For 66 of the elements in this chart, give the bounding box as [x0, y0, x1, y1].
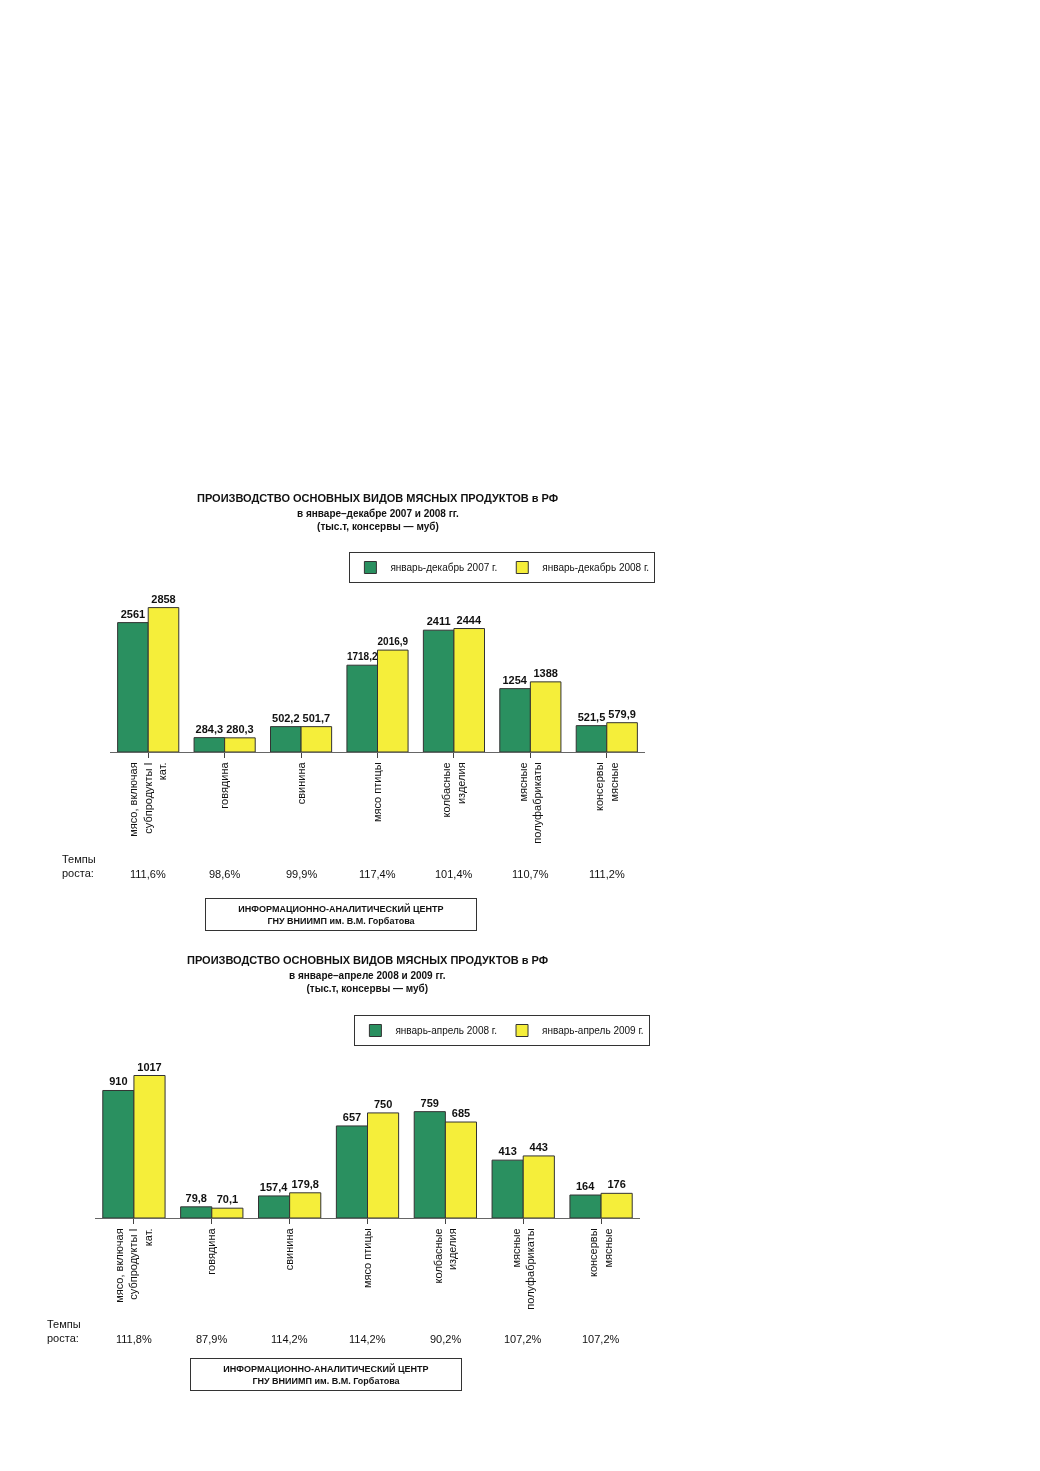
x-tick-label: консервы мясные	[593, 762, 620, 812]
data-label: 157,4	[259, 1180, 289, 1193]
text: 117,4%	[359, 868, 396, 880]
data-label: 1718,2	[346, 651, 378, 663]
data-label: 176	[607, 1178, 626, 1191]
data-label: 2411	[426, 615, 451, 628]
data-label: 2016,9	[377, 636, 409, 648]
text: 107,2%	[582, 1333, 620, 1345]
text: 90,2%	[430, 1333, 462, 1345]
data-label: 413	[498, 1145, 517, 1158]
data-label: 579,9	[608, 707, 636, 720]
data-label: 657	[342, 1110, 362, 1123]
data-label: 501,7	[302, 711, 331, 724]
data-label: 179,8	[291, 1177, 319, 1190]
data-label: 750	[373, 1097, 393, 1110]
data-label: 502,2	[272, 711, 300, 724]
chart-title: ПРОИЗВОДСТВО ОСНОВНЫХ ВИДОВ МЯСНЫХ ПРОДУКТОВ в РФ	[187, 954, 549, 966]
data-label: 910	[109, 1075, 128, 1088]
x-tick-label: говядина	[218, 761, 231, 809]
legend-label: январь-апрель 2008 г.	[395, 1025, 498, 1037]
x-tick-label: свинина	[294, 761, 307, 805]
data-label: 1254	[502, 673, 528, 686]
x-tick-label: мясо птицы	[371, 762, 384, 823]
data-label: 79,8	[185, 1191, 207, 1204]
data-label: 1017	[137, 1060, 162, 1073]
text: Темпы роста:	[62, 853, 96, 880]
legend-label: январь-апрель 2009 г.	[542, 1025, 644, 1037]
x-tick-label: мясо, включая субпродукты I кат.	[113, 1228, 154, 1303]
text: 87,9%	[196, 1333, 228, 1345]
data-label: 70,1	[216, 1193, 239, 1206]
text: 111,2%	[589, 868, 625, 880]
data-label: 685	[451, 1107, 471, 1120]
text: 101,4%	[435, 868, 473, 880]
text: 114,2%	[271, 1333, 308, 1345]
data-label: 164	[575, 1180, 596, 1193]
data-label: 2561	[120, 607, 146, 620]
data-label: 443	[529, 1140, 548, 1153]
x-tick-label: мясо, включая субпродукты I кат.	[127, 762, 169, 837]
data-label: 1388	[533, 666, 558, 679]
chart-title: ПРОИЗВОДСТВО ОСНОВНЫХ ВИДОВ МЯСНЫХ ПРОДУКТОВ в РФ	[197, 492, 559, 504]
legend-label: январь-декабрь 2008 г.	[542, 562, 650, 574]
x-tick-label: свинина	[283, 1227, 296, 1271]
x-tick-label: говядина	[205, 1227, 218, 1275]
text: 111,8%	[116, 1333, 152, 1345]
text: 107,2%	[504, 1333, 542, 1345]
x-tick-label: колбасные изделия	[440, 762, 467, 818]
text: 98,6%	[209, 868, 241, 880]
text: 99,9%	[286, 868, 318, 880]
data-label: 521,5	[577, 710, 606, 723]
chart-subtitle: в январе–декабре 2007 и 2008 гг. (тыс.т, консервы — муб)	[297, 508, 460, 532]
text: ИНФОРМАЦИОННО-АНАЛИТИЧЕСКИЙ ЦЕНТР ГНУ ВНИИМП им. В.М. Горбатова	[238, 903, 444, 926]
text: 110,7%	[512, 868, 549, 880]
x-tick-label: колбасные изделия	[431, 1228, 459, 1284]
text: ИНФОРМАЦИОННО-АНАЛИТИЧЕСКИЙ ЦЕНТР ГНУ ВНИИМП им. В.М. Горбатова	[223, 1363, 429, 1386]
text: 111,6%	[130, 868, 166, 880]
x-tick-label: мясо птицы	[361, 1228, 374, 1289]
chart-subtitle: в январе–апреле 2008 и 2009 гг. (тыс.т, консервы — муб)	[289, 970, 446, 994]
legend-label: январь-декабрь 2007 г.	[390, 562, 498, 574]
text: 114,2%	[349, 1333, 386, 1345]
data-label: 280,3	[226, 722, 254, 735]
x-tick-label: консервы мясные	[587, 1228, 614, 1278]
data-label: 759	[420, 1096, 439, 1109]
data-label: 2444	[456, 613, 482, 626]
data-label: 2858	[151, 592, 176, 605]
data-label: 284,3	[195, 722, 224, 735]
text: Темпы роста:	[47, 1318, 81, 1345]
